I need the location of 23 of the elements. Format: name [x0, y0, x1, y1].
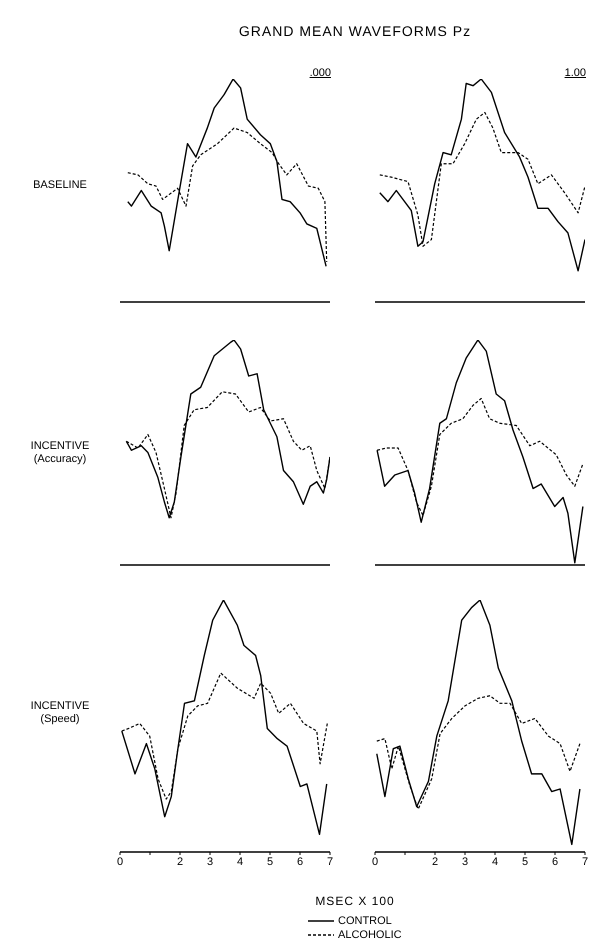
- y-axis-title: INCENTIVE (Accuracy): [30, 440, 90, 466]
- x-tick-label: 5: [522, 856, 528, 868]
- x-tick-label: 5: [266, 856, 274, 868]
- legend-label: ALCOHOLIC: [338, 928, 402, 942]
- x-tick-label: 0: [116, 856, 124, 868]
- chart-subtitle: .000: [310, 67, 331, 79]
- x-tick-label: 6: [552, 856, 558, 868]
- y-axis-title: INCENTIVE (Speed): [30, 700, 90, 726]
- x-tick-label: 3: [462, 856, 468, 868]
- x-tick-label: 4: [236, 856, 244, 868]
- x-tick-label: 6: [296, 856, 304, 868]
- chart-title: GRAND MEAN WAVEFORMS Pz: [238, 23, 472, 39]
- legend-label: CONTROL: [338, 914, 392, 928]
- x-tick-label: 0: [372, 856, 378, 868]
- y-axis-title: BASELINE: [32, 179, 88, 192]
- x-tick-label: 4: [492, 856, 498, 868]
- chart-subtitle: 1.00: [564, 67, 586, 79]
- x-tick-label: 2: [432, 856, 438, 868]
- x-tick-label: 7: [582, 856, 588, 868]
- x-tick-label: 2: [176, 856, 184, 868]
- x-axis-title: MSEC X 100: [314, 894, 396, 908]
- x-tick-label: 7: [326, 856, 334, 868]
- x-tick-label: 3: [206, 856, 214, 868]
